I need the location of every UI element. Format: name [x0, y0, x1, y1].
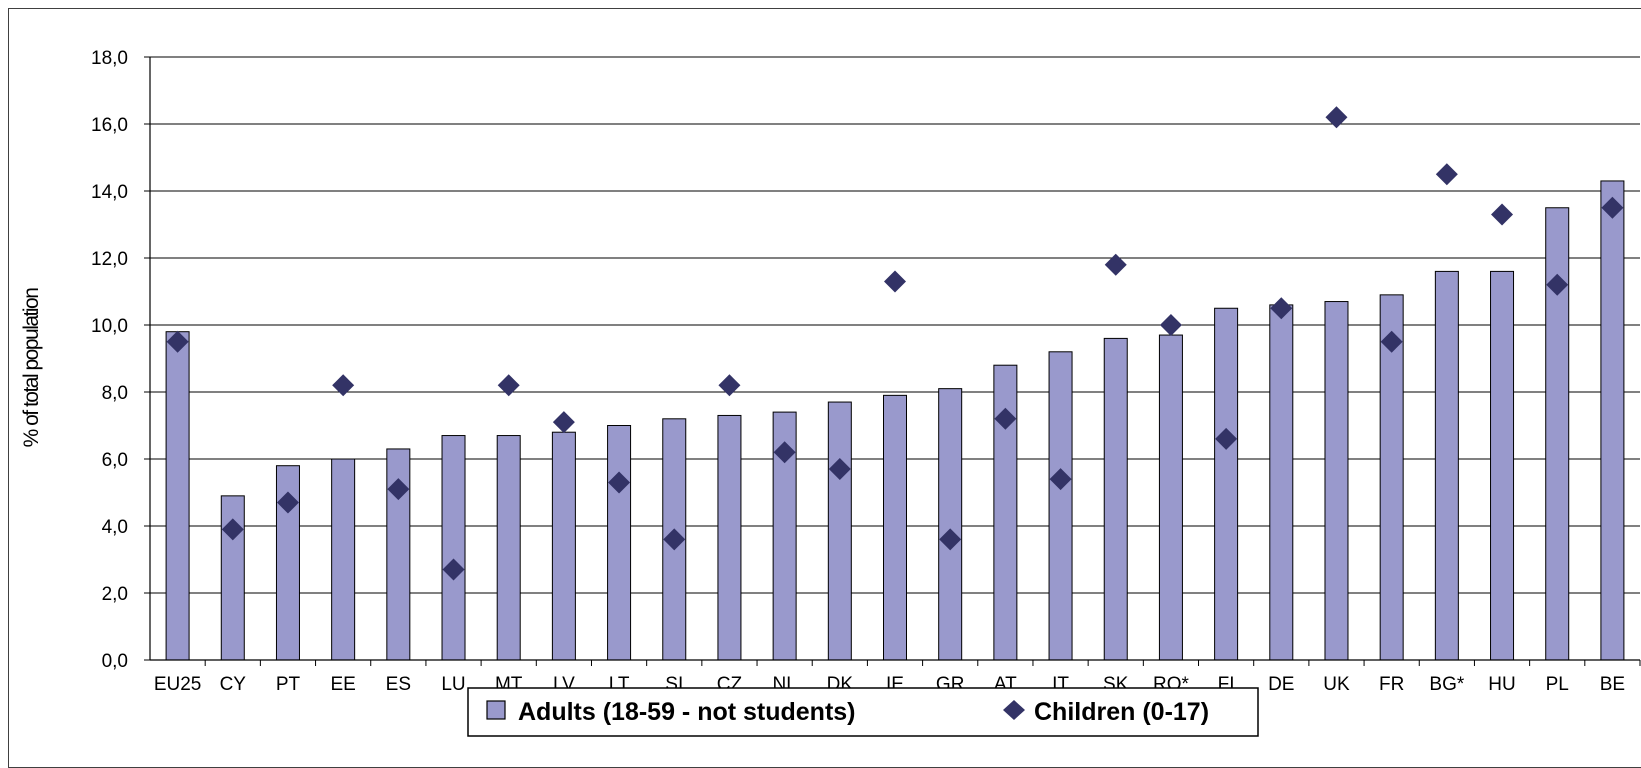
y-tick-label: 0,0	[102, 651, 128, 672]
marker-EU25	[166, 330, 189, 353]
marker-FR	[1380, 330, 1403, 353]
x-tick-label: ES	[386, 674, 411, 695]
marker-LU	[442, 558, 465, 581]
marker-EE	[332, 374, 355, 397]
y-tick-labels: 0,0 2,0 4,0 6,0 8,0 10,0 12,0 14,0 16,0 18,0	[91, 48, 128, 672]
marker-HU	[1491, 203, 1514, 226]
x-tick-label: PT	[276, 674, 301, 695]
marker-DK	[828, 458, 851, 481]
bar-LU	[441, 435, 466, 661]
legend-swatch-children	[1003, 700, 1025, 720]
x-tick-label: CY	[220, 674, 247, 695]
x-tick-label: EE	[330, 674, 355, 695]
marker-NL	[773, 441, 796, 464]
marker-CZ	[718, 374, 741, 397]
bar-SK	[1103, 337, 1128, 661]
bar-MT	[496, 435, 521, 661]
bar-HU	[1490, 270, 1515, 661]
bar-EU25	[165, 331, 190, 661]
x-tick-label: UK	[1323, 674, 1350, 695]
bar-series-adults	[165, 180, 1625, 661]
marker-ES	[387, 478, 410, 501]
x-tick-label: DE	[1268, 674, 1294, 695]
marker-BE	[1601, 196, 1624, 219]
legend-swatch-adults	[486, 700, 506, 720]
marker-PL	[1546, 273, 1569, 296]
marker-DE	[1270, 297, 1293, 320]
marker-CY	[221, 518, 244, 541]
x-tick-label: BG*	[1429, 674, 1464, 695]
bar-LT	[607, 425, 632, 661]
marker-PT	[276, 491, 299, 514]
marker-BG	[1435, 163, 1458, 186]
bar-LV	[551, 431, 576, 661]
marker-AT	[994, 407, 1017, 430]
y-tick-label: 16,0	[91, 115, 128, 136]
bar-IE	[883, 394, 907, 661]
x-tick-label: EU25	[154, 674, 202, 695]
bar-IT	[1048, 351, 1073, 661]
bar-RO	[1158, 334, 1183, 661]
marker-GR	[939, 528, 962, 551]
legend: Adults (18-59 - not students) Children (…	[467, 687, 1259, 737]
x-tick-label: FR	[1379, 674, 1404, 695]
y-tick-label: 2,0	[102, 584, 128, 605]
x-tick-label: LU	[441, 674, 465, 695]
marker-series-children	[166, 106, 1624, 581]
x-tick-label: PL	[1546, 674, 1569, 695]
bar-DK	[827, 401, 852, 661]
marker-UK	[1325, 106, 1348, 129]
bar-BE	[1600, 180, 1625, 661]
y-tick-label: 10,0	[91, 316, 128, 337]
legend-label-adults: Adults (18-59 - not students)	[518, 698, 856, 726]
y-axis-label: % of total population	[20, 288, 43, 448]
legend-label-children: Children (0-17)	[1034, 698, 1209, 726]
marker-MT	[497, 374, 520, 397]
bar-BG	[1434, 270, 1459, 661]
bar-CZ	[717, 414, 742, 661]
marker-LV	[552, 411, 575, 434]
marker-IE	[884, 270, 906, 293]
bar-UK	[1324, 301, 1349, 661]
marker-SI	[663, 528, 686, 551]
x-tick-label: BE	[1600, 674, 1625, 695]
marker-LT	[608, 471, 631, 494]
y-tick-label: 14,0	[91, 182, 128, 203]
marker-SK	[1104, 253, 1127, 276]
x-tick-label: HU	[1488, 674, 1515, 695]
y-tick-label: 18,0	[91, 48, 128, 69]
bar-EE	[331, 458, 356, 661]
y-tick-label: 4,0	[102, 517, 128, 538]
bar-DE	[1269, 304, 1294, 661]
marker-IT	[1049, 468, 1072, 491]
y-tick-label: 8,0	[102, 383, 128, 404]
y-tick-label: 12,0	[91, 249, 128, 270]
bar-FI	[1214, 307, 1239, 661]
marker-FI	[1215, 427, 1238, 450]
y-tick-label: 6,0	[102, 450, 128, 471]
bar-GR	[938, 388, 963, 661]
legend-box	[467, 687, 1259, 737]
marker-RO	[1159, 314, 1182, 336]
axes	[144, 56, 1641, 666]
